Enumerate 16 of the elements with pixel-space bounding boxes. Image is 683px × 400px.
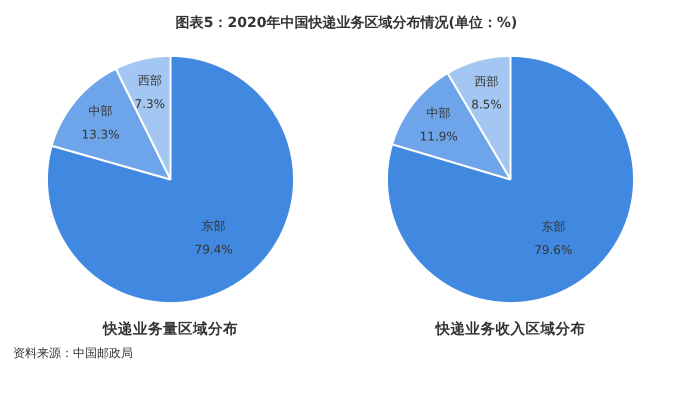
data-label: 13.3% xyxy=(81,127,120,142)
data-label: 7.3% xyxy=(134,96,166,111)
data-label: 11.9% xyxy=(420,130,458,144)
slice-label: 东部 xyxy=(202,219,226,234)
slice-label: 西部 xyxy=(474,74,498,88)
data-label: 79.4% xyxy=(194,242,233,257)
slice-label: 西部 xyxy=(138,73,162,88)
text: 快递业务量区域分布 xyxy=(102,320,238,338)
text: 资料来源：中国邮政局 xyxy=(13,345,133,362)
slice-label: 中部 xyxy=(426,106,451,120)
slice-label: 中部 xyxy=(88,104,113,118)
data-label: 79.6% xyxy=(534,242,572,257)
slice-label: 东部 xyxy=(541,219,566,234)
data-label: 8.5% xyxy=(471,98,502,112)
text: 快递业务收入区域分布 xyxy=(434,320,586,338)
text: 图表5：2020年中国快递业务区域分布情况(单位：%) xyxy=(176,14,518,33)
